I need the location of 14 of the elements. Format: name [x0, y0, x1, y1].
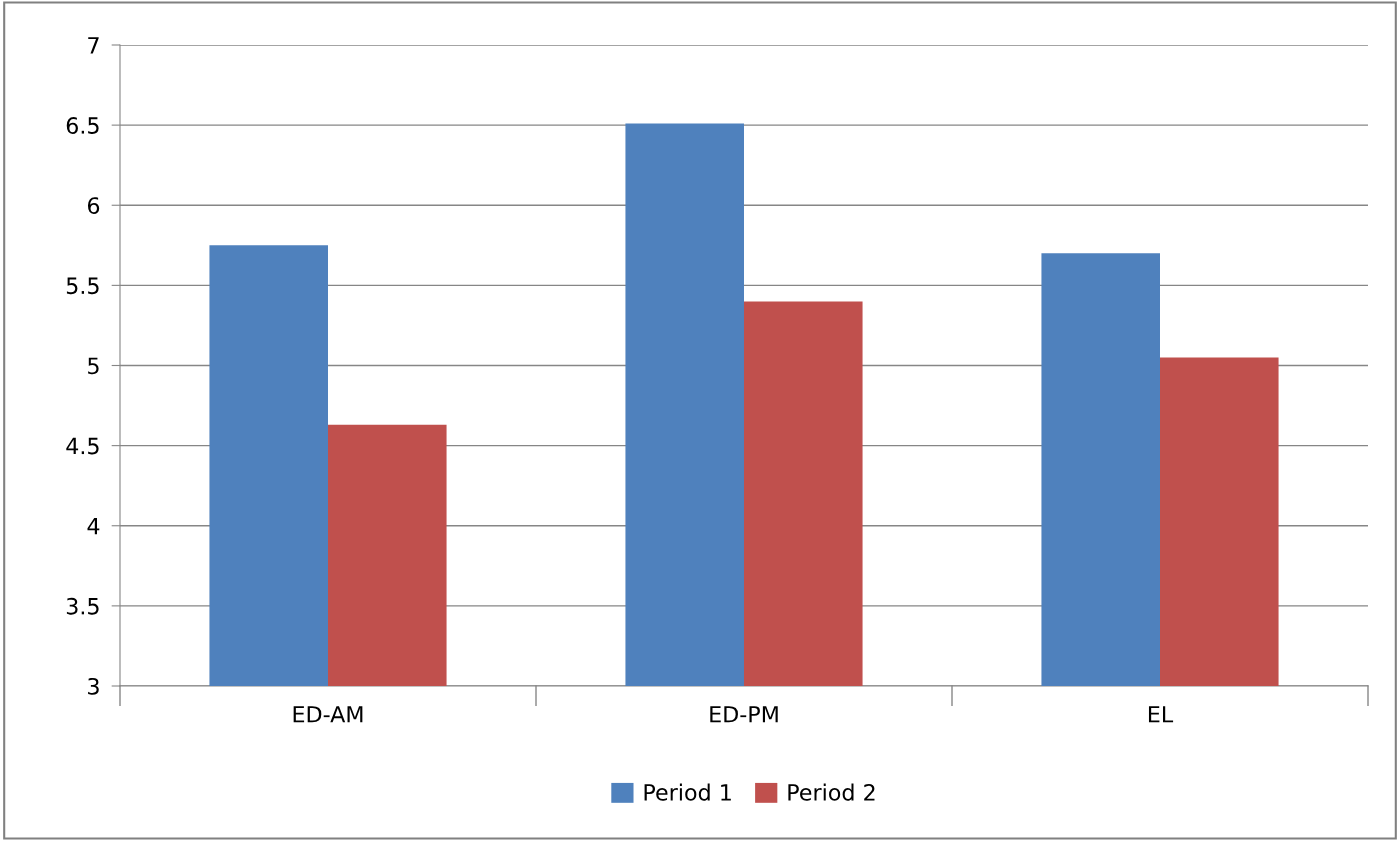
y-tick-label: 4.5 [66, 437, 99, 455]
x-tick-label: ED-PM [710, 706, 778, 723]
y-tick-label: 7 [88, 37, 99, 54]
y-tick-label: 3.5 [66, 597, 99, 615]
x-tick-label: ED-AM [293, 706, 363, 723]
legend-label: Period 1 [644, 783, 731, 801]
y-tick-label: 6.5 [66, 117, 99, 134]
y-tick-label: 4 [87, 517, 100, 535]
y-tick-label: 5 [88, 357, 99, 375]
y-tick-label: 3 [88, 677, 99, 695]
legend-label: Period 2 [788, 783, 875, 801]
y-tick-label: 5.5 [66, 277, 99, 295]
y-tick-label: 6 [87, 197, 100, 215]
x-tick-label: EL [1148, 706, 1174, 723]
